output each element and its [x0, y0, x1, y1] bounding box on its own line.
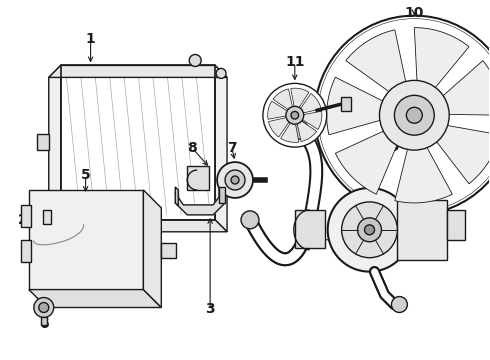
Polygon shape: [175, 187, 178, 206]
Polygon shape: [281, 121, 299, 142]
Bar: [161, 243, 176, 258]
Text: 8: 8: [187, 141, 197, 155]
Polygon shape: [395, 136, 452, 203]
Text: 2: 2: [18, 213, 28, 227]
Bar: [341, 97, 350, 111]
Polygon shape: [299, 94, 321, 113]
Polygon shape: [346, 30, 408, 99]
Circle shape: [379, 80, 449, 150]
Polygon shape: [297, 120, 317, 141]
Bar: [295, 210, 325, 248]
Polygon shape: [433, 60, 490, 115]
Circle shape: [342, 202, 397, 258]
Circle shape: [291, 121, 309, 139]
Circle shape: [286, 106, 304, 124]
Circle shape: [39, 302, 49, 312]
Circle shape: [241, 211, 259, 229]
Circle shape: [394, 95, 434, 135]
Circle shape: [263, 84, 327, 147]
Polygon shape: [273, 89, 293, 111]
Bar: [43, 210, 51, 224]
Circle shape: [291, 112, 298, 119]
Polygon shape: [49, 220, 227, 232]
Text: 11: 11: [285, 55, 305, 69]
Bar: [397, 200, 447, 260]
Bar: [447, 210, 465, 240]
Polygon shape: [429, 123, 490, 184]
Polygon shape: [291, 88, 309, 109]
Text: 4: 4: [345, 233, 354, 247]
Polygon shape: [29, 289, 161, 307]
Text: 10: 10: [405, 6, 424, 20]
Circle shape: [365, 225, 374, 235]
Bar: [21, 240, 31, 262]
Text: 3: 3: [205, 302, 215, 316]
Bar: [61, 66, 215, 220]
Circle shape: [225, 170, 245, 190]
Bar: [37, 134, 49, 150]
Circle shape: [34, 298, 54, 318]
Circle shape: [328, 188, 412, 272]
Text: 5: 5: [81, 168, 91, 182]
Bar: [41, 318, 47, 325]
Polygon shape: [49, 66, 61, 232]
Polygon shape: [335, 126, 402, 194]
Text: 6: 6: [39, 318, 49, 332]
Polygon shape: [268, 101, 289, 119]
Bar: [29, 190, 144, 289]
Polygon shape: [144, 190, 161, 307]
Circle shape: [392, 297, 407, 312]
Circle shape: [189, 54, 201, 67]
Polygon shape: [219, 187, 225, 203]
Text: 1: 1: [86, 32, 96, 46]
Polygon shape: [269, 117, 290, 137]
Polygon shape: [301, 111, 322, 129]
Bar: [21, 205, 31, 227]
Polygon shape: [49, 66, 227, 77]
Polygon shape: [175, 187, 225, 215]
Text: 9: 9: [390, 140, 399, 154]
Polygon shape: [327, 77, 394, 135]
Bar: [187, 166, 209, 190]
Circle shape: [216, 68, 226, 78]
Circle shape: [358, 218, 382, 242]
Polygon shape: [415, 28, 469, 98]
Circle shape: [231, 176, 239, 184]
Circle shape: [406, 107, 422, 123]
Text: 7: 7: [227, 141, 237, 155]
Circle shape: [315, 15, 490, 215]
Polygon shape: [215, 66, 227, 232]
Circle shape: [217, 162, 253, 198]
